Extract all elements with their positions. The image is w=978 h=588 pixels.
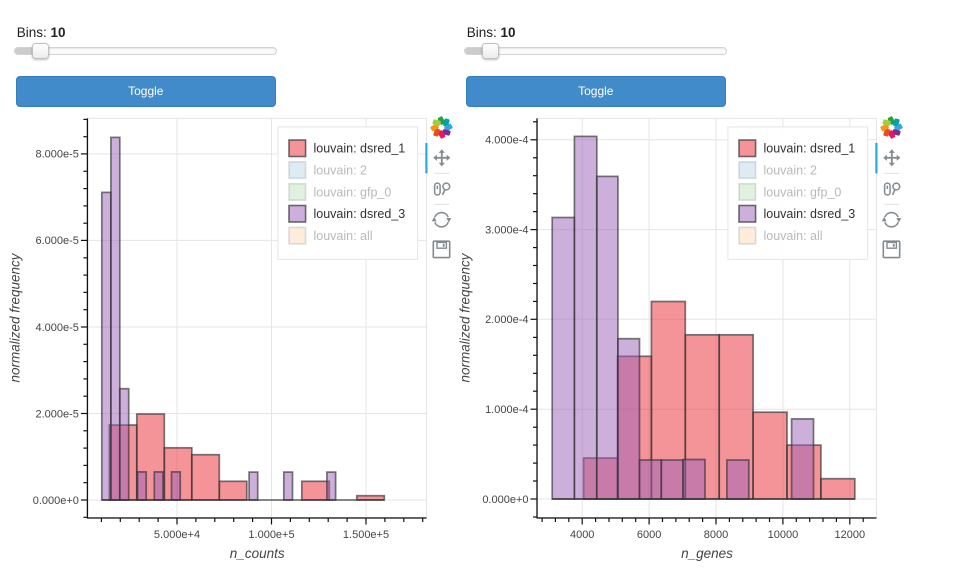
svg-text:12000: 12000	[835, 529, 866, 541]
svg-text:normalized frequency: normalized frequency	[8, 252, 23, 382]
svg-text:0.000e+0: 0.000e+0	[482, 494, 528, 506]
svg-text:n_counts: n_counts	[230, 546, 285, 561]
svg-text:8.000e-5: 8.000e-5	[35, 149, 78, 161]
svg-text:louvain: dsred_3: louvain: dsred_3	[314, 207, 406, 221]
svg-text:1.000e+5: 1.000e+5	[248, 529, 294, 541]
svg-text:louvain: all: louvain: all	[764, 229, 823, 243]
svg-text:3.000e-4: 3.000e-4	[485, 224, 528, 236]
svg-text:louvain: gfp_0: louvain: gfp_0	[314, 185, 392, 199]
svg-text:normalized frequency: normalized frequency	[458, 252, 473, 382]
svg-text:1.500e+5: 1.500e+5	[343, 529, 389, 541]
svg-text:louvain: 2: louvain: 2	[314, 164, 368, 178]
svg-text:louvain: dsred_3: louvain: dsred_3	[764, 207, 856, 221]
svg-text:8000: 8000	[704, 529, 728, 541]
svg-text:n_genes: n_genes	[681, 546, 733, 561]
svg-text:4000: 4000	[570, 529, 594, 541]
svg-text:10000: 10000	[768, 529, 799, 541]
svg-text:louvain: all: louvain: all	[314, 229, 373, 243]
svg-text:louvain: dsred_1: louvain: dsred_1	[764, 142, 856, 156]
svg-text:2.000e-4: 2.000e-4	[485, 314, 528, 326]
svg-text:1.000e-4: 1.000e-4	[485, 404, 528, 416]
svg-text:4.000e-4: 4.000e-4	[485, 135, 528, 147]
svg-text:6000: 6000	[637, 529, 661, 541]
svg-text:0.000e+0: 0.000e+0	[33, 495, 79, 507]
svg-text:2.000e-5: 2.000e-5	[35, 408, 78, 420]
svg-text:louvain: gfp_0: louvain: gfp_0	[764, 185, 842, 199]
svg-text:5.000e+4: 5.000e+4	[154, 529, 200, 541]
svg-text:6.000e-5: 6.000e-5	[35, 235, 78, 247]
svg-text:4.000e-5: 4.000e-5	[35, 322, 78, 334]
svg-text:louvain: dsred_1: louvain: dsred_1	[314, 142, 406, 156]
svg-text:louvain: 2: louvain: 2	[764, 164, 818, 178]
